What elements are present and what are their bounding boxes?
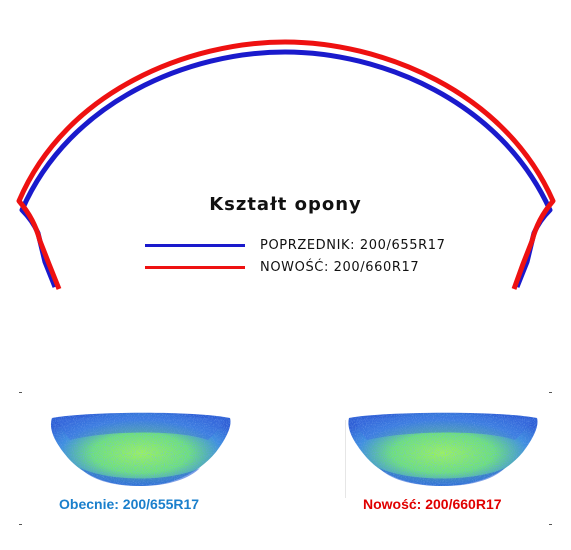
panel-corner-mark — [549, 524, 552, 525]
legend: POPRZEDNIK: 200/655R17 NOWOŚĆ: 200/660R1… — [145, 234, 475, 278]
caption-current-tire: Obecnie: 200/655R17 — [59, 496, 200, 512]
diagram-title: Kształt opony — [209, 194, 362, 215]
legend-line-new — [145, 265, 245, 269]
panel-divider — [345, 420, 346, 498]
panel-corner-mark — [19, 524, 22, 525]
tire-profile-diagram — [16, 39, 556, 290]
footprint-new — [348, 412, 538, 486]
panel-corner-mark — [19, 392, 22, 393]
legend-label-new: NOWOŚĆ: 200/660R17 — [260, 259, 420, 275]
legend-line-previous — [145, 243, 245, 247]
new-tire-profile — [16, 39, 556, 290]
panel-corner-mark — [549, 392, 552, 393]
legend-item-previous: POPRZEDNIK: 200/655R17 — [145, 234, 475, 256]
previous-tire-profile — [19, 49, 553, 288]
legend-label-previous: POPRZEDNIK: 200/655R17 — [260, 237, 446, 253]
footprint-current — [50, 412, 231, 486]
legend-item-new: NOWOŚĆ: 200/660R17 — [145, 256, 475, 278]
caption-new-tire: Nowość: 200/660R17 — [363, 496, 502, 512]
